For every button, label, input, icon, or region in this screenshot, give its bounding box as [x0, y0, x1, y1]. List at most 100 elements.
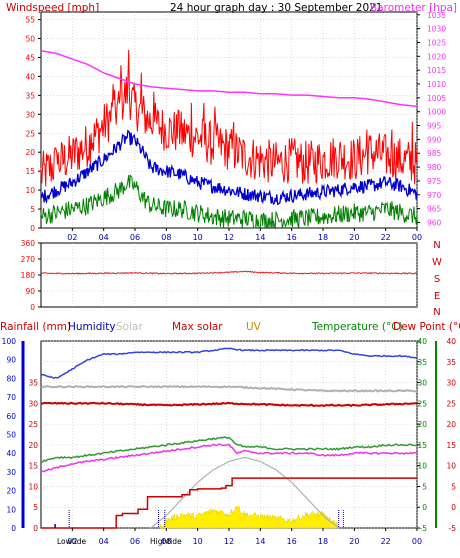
dew-point-tick-label-9: 40 [446, 337, 456, 346]
barometer-tick-label-4: 980 [427, 163, 442, 172]
lowtide-label: Lowtide [57, 537, 87, 546]
wind-direction-line [41, 270, 418, 275]
temperature-tick-label-9: 40 [417, 337, 427, 346]
humidity-line [40, 347, 417, 380]
temperature-tick-label-5: 20 [417, 420, 427, 429]
rainfall-tick-label-5: 25 [28, 420, 38, 429]
wind-x-tick-label-6: 14 [255, 233, 265, 242]
wind-x-tick-label-2: 06 [130, 233, 140, 242]
wind-series [40, 49, 418, 230]
climate-x-tick-label-0: 02 [67, 537, 77, 546]
barometer-tick-label-9: 1005 [427, 94, 446, 103]
rainfall-tick-label-1: 5 [33, 503, 38, 512]
wind-x-tick-label-7: 16 [287, 233, 297, 242]
wind-gust-line [40, 49, 418, 187]
wind-x-tick-label-8: 18 [318, 233, 328, 242]
climate-x-tick-label-7: 16 [287, 537, 297, 546]
direction-tick-label-2: 180 [21, 271, 36, 280]
humidity-tick-label-8: 80 [6, 374, 16, 383]
tide-markers: Lowtide Hightide [54, 510, 344, 546]
rainfall-tick-label-3: 15 [28, 462, 38, 471]
barometer-line [40, 50, 418, 107]
dew-point-tick-label-8: 35 [446, 358, 456, 367]
temperature-tick-label-1: 0 [422, 503, 427, 512]
wind-average-line [40, 129, 418, 206]
uv-area [159, 505, 340, 529]
barometer-tick-label-11: 1015 [427, 66, 446, 75]
humidity-tick-label-0: 0 [11, 524, 16, 533]
rainfall-header: Rainfall (mm) [0, 321, 71, 333]
humidity-tick-label-5: 50 [6, 431, 16, 440]
windspeed-tick-label-7: 35 [25, 91, 35, 100]
barometer-tick-label-0: 960 [427, 218, 442, 227]
wind-x-tick-label-4: 10 [193, 233, 203, 242]
dew-point-tick-label-4: 15 [446, 441, 456, 450]
windspeed-tick-label-5: 25 [25, 129, 35, 138]
temperature-tick-label-2: 5 [422, 482, 427, 491]
rainfall-tick-label-0: 0 [33, 524, 38, 533]
compass-label-0: N [433, 240, 440, 251]
windspeed-axis-title: Windspeed [mph] [6, 2, 99, 14]
windspeed-ticks: 0 5 10 15 20 25 30 35 40 45 50 55 [25, 16, 41, 233]
uv-header: UV [246, 321, 262, 333]
max-solar-line [40, 401, 418, 408]
rainfall-tick-label-7: 35 [28, 379, 38, 388]
barometer-tick-label-15: 1035 [427, 11, 446, 20]
dew-point-tick-label-6: 25 [446, 399, 456, 408]
climate-x-tick-label-2: 06 [130, 537, 140, 546]
solar-line [40, 384, 418, 393]
dew-point-tick-label-3: 10 [446, 462, 456, 471]
hightide-label: Hightide [150, 537, 182, 546]
rainfall-tick-label-4: 20 [28, 441, 38, 450]
climate-x-tick-label-4: 10 [193, 537, 203, 546]
rainfall-line [41, 477, 417, 529]
temperature-line [40, 436, 418, 463]
climate-x-tick-label-8: 18 [318, 537, 328, 546]
compass-label-3: E [434, 291, 440, 302]
barometer-tick-label-12: 1020 [427, 52, 446, 61]
climate-x-tick-label-6: 14 [255, 537, 265, 546]
direction-tick-label-1: 90 [25, 287, 35, 296]
windspeed-tick-label-6: 30 [25, 110, 35, 119]
compass-label-4: N [433, 307, 440, 318]
climate-right-ticks: -5 -5 0 0 5 5 10 10 15 15 20 20 25 25 30 30 35 35 40 40 [417, 337, 456, 533]
temperature-tick-label-0: -5 [420, 524, 428, 533]
direction-series [41, 270, 418, 275]
barometer-tick-label-8: 1000 [427, 108, 446, 117]
barometer-axis-title: Barometer [hpa] [370, 2, 457, 14]
humidity-tick-label-6: 60 [6, 412, 16, 421]
windspeed-tick-label-3: 15 [25, 167, 35, 176]
barometer-tick-label-5: 985 [427, 149, 442, 158]
temperature-tick-label-3: 10 [417, 462, 427, 471]
climate-x-tick-label-3: 08 [161, 537, 171, 546]
direction-tick-label-0: 0 [30, 303, 35, 312]
humidity-tick-label-10: 100 [2, 337, 17, 346]
barometer-tick-label-1: 965 [427, 205, 442, 214]
wind-x-tick-label-9: 20 [349, 233, 359, 242]
barometer-tick-label-10: 1010 [427, 80, 446, 89]
dew-point-tick-label-1: 0 [451, 503, 456, 512]
wind-x-tick-label-3: 08 [161, 233, 171, 242]
windspeed-tick-label-0: 0 [30, 224, 35, 233]
barometer-tick-label-13: 1025 [427, 38, 446, 47]
wind-x-tick-label-11: 00 [412, 233, 422, 242]
rainfall-tick-label-2: 10 [28, 482, 38, 491]
wind-x-tick-label-1: 04 [99, 233, 109, 242]
direction-tick-label-3: 270 [21, 255, 36, 264]
dew-point-tick-label-7: 30 [446, 379, 456, 388]
temperature-tick-label-4: 15 [417, 441, 427, 450]
barometer-tick-label-7: 995 [427, 122, 442, 131]
compass-label-2: S [434, 274, 440, 285]
climate-x-tick-label-11: 00 [412, 537, 422, 546]
dew-point-header: Dew Point (°C) [393, 321, 460, 333]
wind-x-tick-label-5: 12 [224, 233, 234, 242]
humidity-tick-label-4: 40 [6, 449, 16, 458]
wind-low-line [40, 174, 418, 230]
windspeed-tick-label-11: 55 [25, 16, 35, 25]
compass-label-1: W [432, 257, 442, 268]
windspeed-tick-label-1: 5 [30, 205, 35, 214]
